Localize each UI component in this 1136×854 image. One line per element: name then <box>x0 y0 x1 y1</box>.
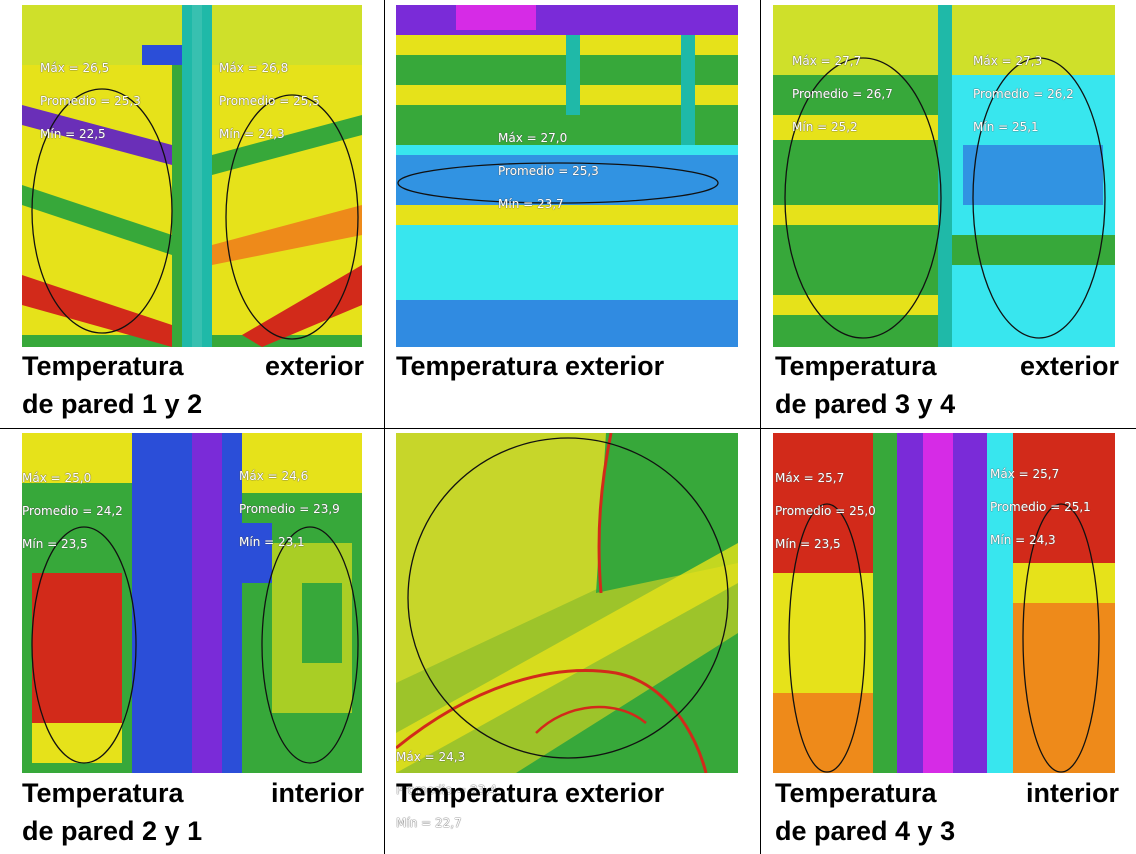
temperature-readout: Máx = 27,7 Promedio = 26,7 Mín = 25,2 <box>792 34 893 155</box>
thermal-image <box>396 5 738 347</box>
avg-temp: Promedio = 23,4 <box>396 783 497 797</box>
thermal-image <box>22 433 362 773</box>
max-temp: Máx = 25,7 <box>775 471 845 485</box>
temperature-readout: Máx = 26,5 Promedio = 25,3 Mín = 22,5 <box>40 41 141 162</box>
temperature-readout: Máx = 25,7 Promedio = 25,1 Mín = 24,3 <box>990 447 1091 568</box>
cell-caption: Temperatura exterior de pared 1 y 2 <box>22 347 364 423</box>
column-divider <box>384 0 385 854</box>
cell-caption: Temperatura interior de pared 4 y 3 <box>775 774 1119 850</box>
max-temp: Máx = 25,7 <box>990 467 1060 481</box>
caption-word: interior <box>270 778 364 808</box>
max-temp: Máx = 24,6 <box>239 469 309 483</box>
max-temp: Máx = 25,0 <box>22 471 92 485</box>
min-temp: Mín = 23,5 <box>22 537 88 551</box>
min-temp: Mín = 24,3 <box>219 127 285 141</box>
temperature-readout: Máx = 25,7 Promedio = 25,0 Mín = 23,5 <box>775 451 876 572</box>
row-divider <box>0 428 1136 429</box>
caption-line: de pared 2 y 1 <box>22 816 203 846</box>
caption-word: Temperatura <box>22 351 184 381</box>
caption-line: de pared 3 y 4 <box>775 389 956 419</box>
cell-caption: Temperatura exterior <box>396 347 756 385</box>
avg-temp: Promedio = 25,3 <box>40 94 141 108</box>
thermal-image <box>22 5 362 347</box>
caption-line: Temperatura exterior <box>396 351 665 381</box>
caption-word: Temperatura <box>22 778 184 808</box>
avg-temp: Promedio = 26,2 <box>973 87 1074 101</box>
avg-temp: Promedio = 23,9 <box>239 502 340 516</box>
max-temp: Máx = 26,5 <box>40 61 110 75</box>
temperature-readout: Máx = 27,3 Promedio = 26,2 Mín = 25,1 <box>973 34 1074 155</box>
max-temp: Máx = 24,3 <box>396 750 466 764</box>
min-temp: Mín = 23,5 <box>775 537 841 551</box>
min-temp: Mín = 22,7 <box>396 816 462 830</box>
min-temp: Mín = 25,2 <box>792 120 858 134</box>
caption-word: interior <box>1025 778 1119 808</box>
caption-word: Temperatura <box>775 778 937 808</box>
cell-caption: Temperatura exterior <box>396 774 756 812</box>
min-temp: Mín = 23,7 <box>498 197 564 211</box>
caption-line: de pared 1 y 2 <box>22 389 203 419</box>
min-temp: Mín = 25,1 <box>973 120 1039 134</box>
min-temp: Mín = 22,5 <box>40 127 106 141</box>
temperature-readout: Máx = 25,0 Promedio = 24,2 Mín = 23,5 <box>22 451 123 572</box>
min-temp: Mín = 23,1 <box>239 535 305 549</box>
min-temp: Mín = 24,3 <box>990 533 1056 547</box>
caption-line: de pared 4 y 3 <box>775 816 956 846</box>
thermal-image <box>773 433 1115 773</box>
cell-caption: Temperatura interior de pared 2 y 1 <box>22 774 364 850</box>
avg-temp: Promedio = 25,1 <box>990 500 1091 514</box>
column-divider <box>760 0 761 854</box>
cell-caption: Temperatura exterior de pared 3 y 4 <box>775 347 1119 423</box>
max-temp: Máx = 26,8 <box>219 61 289 75</box>
caption-word: Temperatura <box>775 351 937 381</box>
temperature-readout: Máx = 24,3 Promedio = 23,4 Mín = 22,7 <box>396 730 497 851</box>
avg-temp: Promedio = 26,7 <box>792 87 893 101</box>
max-temp: Máx = 27,0 <box>498 131 568 145</box>
temperature-readout: Máx = 27,0 Promedio = 25,3 Mín = 23,7 <box>498 111 599 232</box>
max-temp: Máx = 27,7 <box>792 54 862 68</box>
avg-temp: Promedio = 24,2 <box>22 504 123 518</box>
max-temp: Máx = 27,3 <box>973 54 1043 68</box>
temperature-readout: Máx = 24,6 Promedio = 23,9 Mín = 23,1 <box>239 449 340 570</box>
caption-word: exterior <box>264 351 364 381</box>
thermal-image <box>396 433 738 773</box>
avg-temp: Promedio = 25,3 <box>498 164 599 178</box>
caption-line: Temperatura exterior <box>396 778 665 808</box>
caption-word: exterior <box>1019 351 1119 381</box>
avg-temp: Promedio = 25,5 <box>219 94 320 108</box>
temperature-readout: Máx = 26,8 Promedio = 25,5 Mín = 24,3 <box>219 41 320 162</box>
thermal-image <box>773 5 1115 347</box>
avg-temp: Promedio = 25,0 <box>775 504 876 518</box>
